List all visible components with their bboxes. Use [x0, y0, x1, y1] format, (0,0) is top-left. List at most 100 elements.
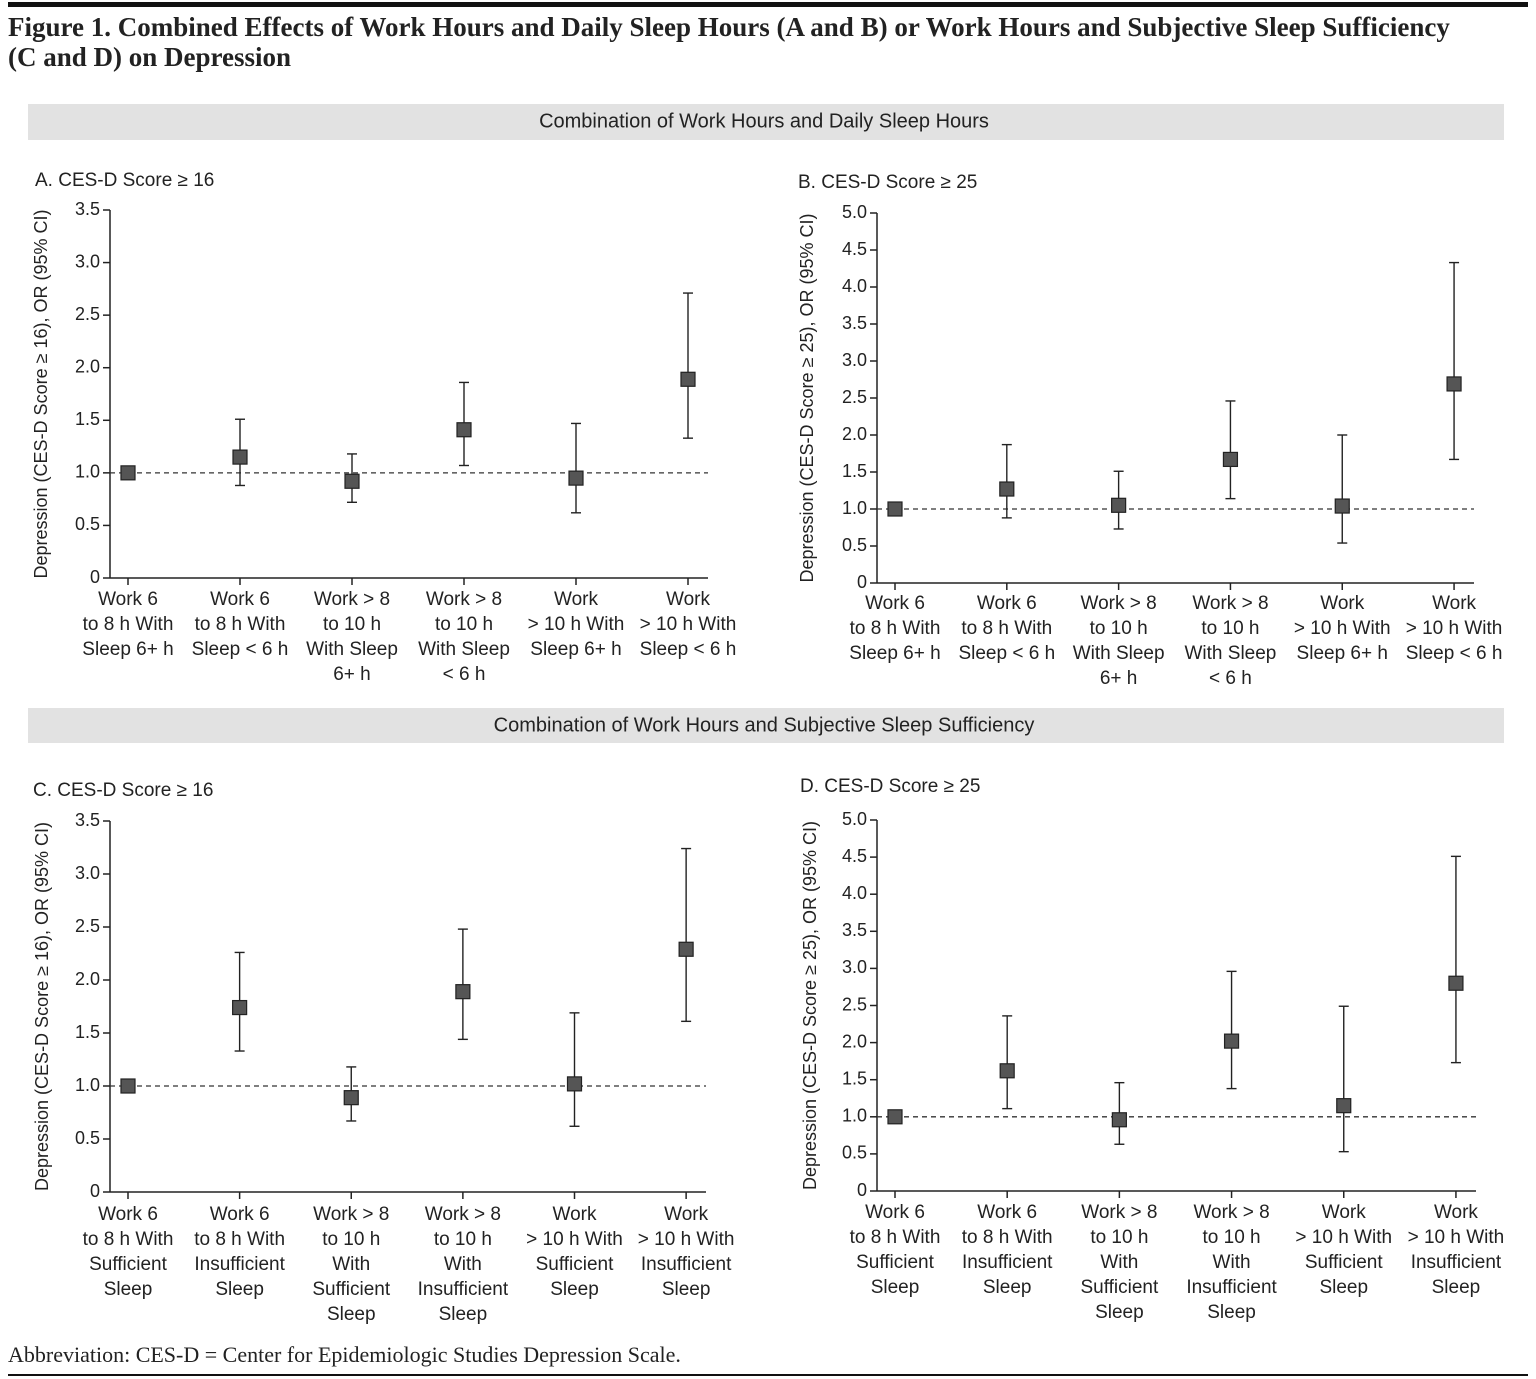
x-tick-label: Work > 8: [313, 1204, 389, 1225]
y-tick-label: 3.0: [75, 251, 100, 271]
y-tick-label: 3.0: [842, 957, 867, 977]
point-estimate: [120, 1078, 136, 1094]
y-tick-label: 1.5: [75, 409, 100, 429]
x-tick-label: to 8 h With: [83, 614, 174, 635]
point-estimate: [232, 999, 248, 1016]
x-tick-label: With Sleep: [1073, 643, 1165, 664]
error-bar: [1449, 261, 1460, 461]
panel-title: C. CES-D Score ≥ 16: [33, 780, 213, 801]
y-tick-label: 1.0: [842, 498, 867, 518]
point-estimate: [999, 481, 1015, 497]
point-estimate: [1334, 498, 1350, 514]
y-tick-label: 1.5: [842, 461, 867, 481]
x-tick-label: Sleep < 6 h: [958, 643, 1055, 664]
error-bar: [1225, 400, 1236, 500]
error-bar: [1226, 970, 1237, 1090]
x-tick-label: Sufficient: [536, 1254, 615, 1275]
figure-title: Figure 1. Combined Effects of Work Hours…: [8, 12, 1450, 42]
x-tick-label: Sleep: [104, 1279, 153, 1300]
x-tick-label: Work: [1432, 593, 1476, 614]
x-tick-label: Sleep: [215, 1279, 264, 1300]
y-tick-label: 0: [90, 567, 100, 587]
section-band: [28, 104, 1504, 140]
x-tick-label: With Sleep: [1185, 643, 1277, 664]
y-tick-label: 3.5: [842, 313, 867, 333]
x-tick-label: Sleep: [1432, 1277, 1481, 1298]
x-tick-label: With: [1213, 1252, 1251, 1273]
point-estimate: [344, 473, 360, 489]
x-tick-label: Sleep: [662, 1279, 711, 1300]
x-tick-label: Sleep 6+ h: [82, 639, 173, 660]
y-tick-label: 5.0: [842, 809, 867, 829]
y-tick-label: 0: [857, 1180, 867, 1200]
panel-title: A. CES-D Score ≥ 16: [35, 170, 214, 191]
x-tick-label: Insufficient: [418, 1279, 509, 1300]
x-tick-label: Work: [1322, 1202, 1366, 1223]
y-tick-label: 3.0: [75, 863, 100, 883]
x-tick-label: Sleep: [439, 1304, 488, 1325]
point-estimate: [1446, 376, 1462, 392]
x-tick-label: to 8 h With: [195, 614, 286, 635]
y-tick-label: 4.0: [842, 883, 867, 903]
x-tick-label: Work > 8: [426, 589, 502, 610]
y-tick-label: 2.5: [75, 304, 100, 324]
error-bar: [1338, 1005, 1349, 1153]
x-tick-label: to 10 h: [1203, 1227, 1261, 1248]
y-tick-label: 5.0: [842, 202, 867, 222]
x-tick-label: Sleep: [1095, 1302, 1144, 1323]
x-tick-label: Work: [1320, 593, 1364, 614]
x-tick-label: Sleep 6+ h: [849, 643, 940, 664]
x-tick-label: Work > 8: [314, 589, 390, 610]
x-tick-label: > 10 h With: [1295, 1227, 1392, 1248]
point-estimate: [1223, 1033, 1240, 1049]
y-tick-label: 0: [90, 1181, 100, 1201]
x-tick-label: Sleep < 6 h: [192, 639, 289, 660]
x-tick-label: to 8 h With: [194, 1229, 285, 1250]
x-tick-label: Work: [1434, 1202, 1478, 1223]
y-tick-label: 3.5: [75, 199, 100, 219]
error-bar: [569, 1012, 580, 1127]
y-tick-label: 1.0: [75, 462, 100, 482]
x-tick-label: > 10 h With: [640, 614, 737, 635]
y-axis-label: Depression (CES-D Score ≥ 25), OR (95% C…: [800, 821, 820, 1190]
x-tick-label: to 8 h With: [850, 618, 941, 639]
error-bar: [1001, 443, 1012, 519]
x-tick-label: Sufficient: [856, 1252, 935, 1273]
x-tick-label: Sleep 6+ h: [530, 639, 621, 660]
x-tick-label: Insufficient: [1411, 1252, 1502, 1273]
x-tick-label: to 8 h With: [961, 618, 1052, 639]
error-bar: [683, 292, 693, 439]
x-tick-label: Sleep: [1207, 1302, 1256, 1323]
x-tick-label: Sleep: [1319, 1277, 1368, 1298]
point-estimate: [1336, 1098, 1352, 1114]
x-tick-label: Work 6: [865, 593, 925, 614]
error-bar: [1450, 855, 1461, 1064]
x-tick-label: > 10 h With: [638, 1229, 735, 1250]
y-tick-label: 0.5: [75, 1128, 100, 1148]
x-tick-label: < 6 h: [1209, 668, 1252, 689]
point-estimate: [887, 1109, 903, 1125]
x-tick-label: to 10 h: [1090, 1227, 1148, 1248]
x-tick-label: Work > 8: [1081, 593, 1157, 614]
figure-title: (C and D) on Depression: [8, 42, 291, 72]
x-tick-label: < 6 h: [443, 664, 486, 685]
y-tick-label: 2.5: [75, 916, 100, 936]
x-tick-label: Work > 8: [425, 1204, 501, 1225]
section-title: Combination of Work Hours and Subjective…: [494, 714, 1035, 736]
section-band: [28, 708, 1504, 743]
y-tick-label: 2.5: [842, 994, 867, 1014]
y-tick-label: 1.0: [842, 1106, 867, 1126]
x-tick-label: to 8 h With: [962, 1227, 1053, 1248]
bottom-rule: [8, 1374, 1528, 1376]
x-tick-label: Sleep < 6 h: [1406, 643, 1503, 664]
x-tick-label: to 10 h: [435, 614, 493, 635]
x-tick-label: > 10 h With: [1294, 618, 1391, 639]
x-tick-label: Insufficient: [1186, 1277, 1277, 1298]
x-tick-label: Work 6: [977, 593, 1037, 614]
error-bar: [1337, 434, 1348, 544]
y-axis-label: Depression (CES-D Score ≥ 16), OR (95% C…: [31, 210, 51, 579]
x-tick-label: Work 6: [98, 589, 158, 610]
x-tick-label: 6+ h: [333, 664, 371, 685]
x-tick-label: With: [332, 1254, 370, 1275]
footnote: Abbreviation: CES-D = Center for Epidemi…: [8, 1342, 681, 1367]
